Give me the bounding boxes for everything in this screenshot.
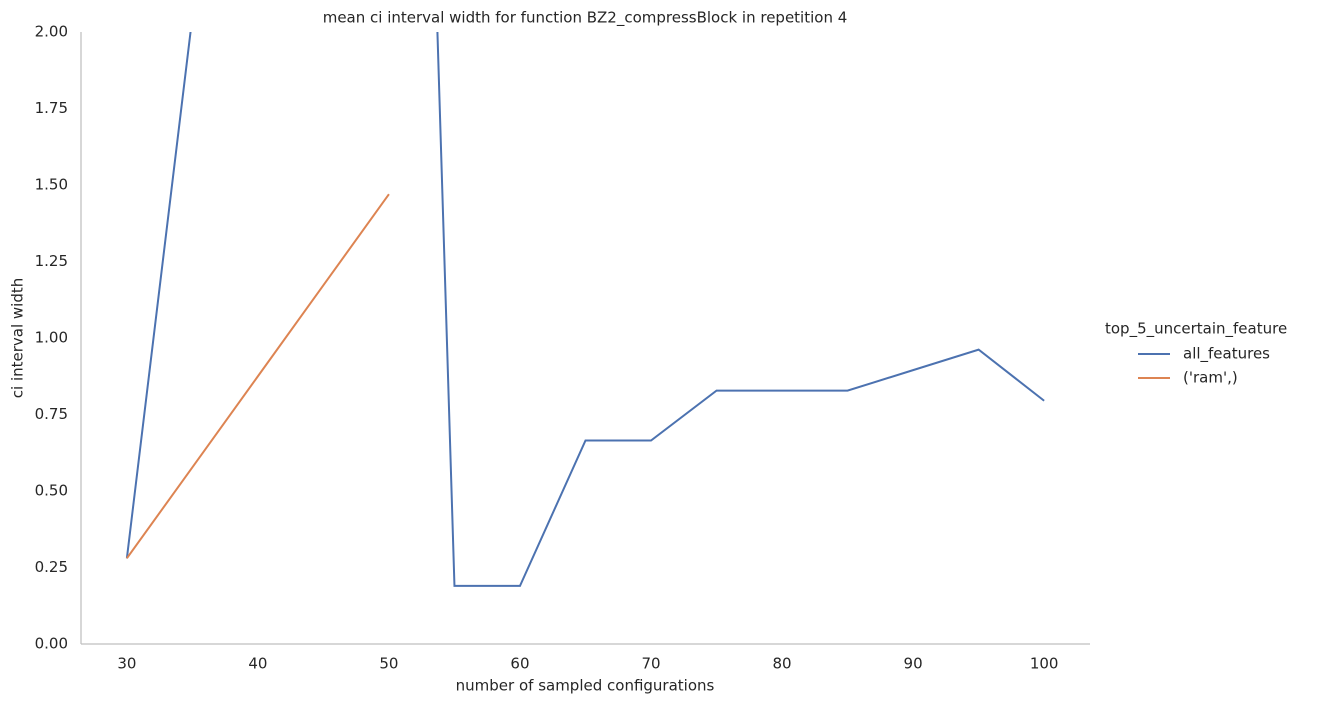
y-tick-label: 1.75 xyxy=(35,99,68,117)
y-axis-label: ci interval width xyxy=(9,278,27,398)
y-tick-label: 0.50 xyxy=(35,482,68,500)
x-tick-label: 70 xyxy=(641,655,660,673)
y-tick-label: 1.50 xyxy=(35,176,68,194)
y-tick-label: 2.00 xyxy=(35,23,68,41)
x-axis-label: number of sampled configurations xyxy=(456,677,715,695)
series-line xyxy=(126,193,390,559)
y-tick-label: 1.25 xyxy=(35,252,68,270)
legend-title: top_5_uncertain_feature xyxy=(1105,320,1287,339)
x-tick-label: 40 xyxy=(248,655,267,673)
x-tick-label: 80 xyxy=(773,655,792,673)
y-tick-label: 0.25 xyxy=(35,558,68,576)
y-tick-label: 0.00 xyxy=(35,635,68,653)
x-tick-label: 100 xyxy=(1030,655,1059,673)
plot-area xyxy=(125,32,1045,587)
x-tick-label: 90 xyxy=(904,655,923,673)
x-tick-label: 30 xyxy=(117,655,136,673)
series-line xyxy=(125,32,1045,587)
legend-label: all_features xyxy=(1183,345,1270,364)
x-tick-label: 60 xyxy=(510,655,529,673)
chart-title: mean ci interval width for function BZ2_… xyxy=(323,9,848,28)
legend-label: ('ram',) xyxy=(1183,369,1238,387)
y-tick-label: 0.75 xyxy=(35,405,68,423)
x-tick-label: 50 xyxy=(379,655,398,673)
y-tick-label: 1.00 xyxy=(35,329,68,347)
